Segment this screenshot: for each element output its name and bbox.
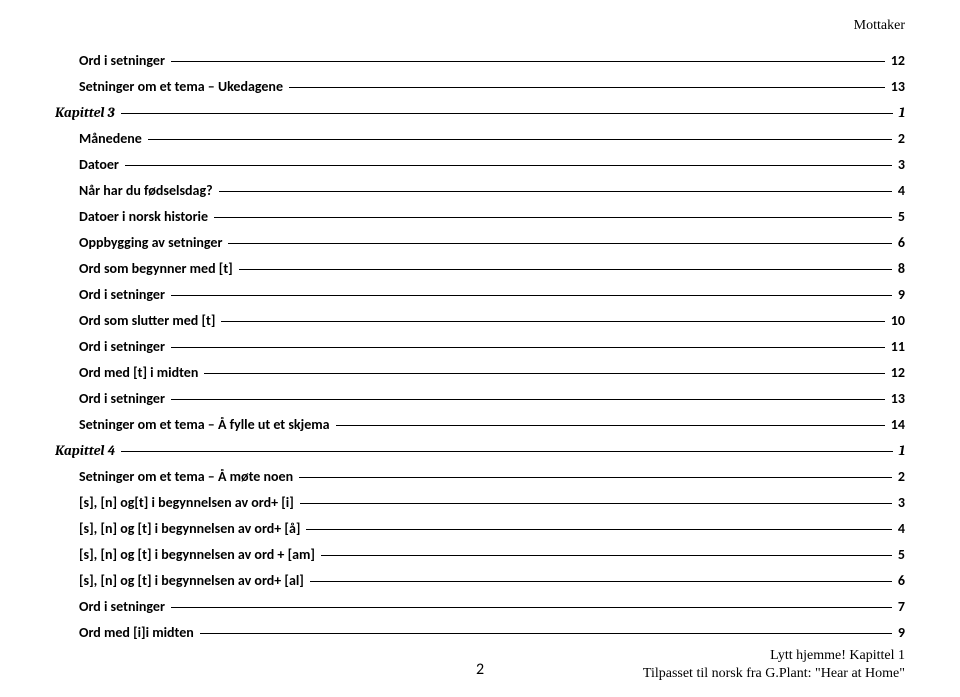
toc-entry: Oppbygging av setninger 6 (79, 234, 905, 251)
toc-entry-label: Ord i setninger (79, 286, 169, 303)
toc-entry: Ord som slutter med [t] 10 (79, 312, 905, 329)
toc-entry: Månedene 2 (79, 130, 905, 147)
toc-entry-label: Ord i setninger (79, 390, 169, 407)
toc-leader-line (300, 503, 892, 504)
toc-entry-label: Ord i setninger (79, 338, 169, 355)
header-recipient: Mottaker (854, 18, 905, 34)
toc-entry: [s], [n] og [t] i begynnelsen av ord+ [a… (79, 572, 905, 589)
toc-entry-page: 9 (894, 286, 905, 303)
toc-leader-line (171, 295, 892, 296)
footer-line-2: Tilpasset til norsk fra G.Plant: "Hear a… (55, 665, 905, 683)
toc-entry-page: 13 (887, 390, 905, 407)
toc-entry: Kapittel 3 1 (55, 104, 905, 121)
toc-entry-label: Ord med [t] i midten (79, 364, 202, 381)
toc-entry-label: [s], [n] og [t] i begynnelsen av ord + [… (79, 546, 319, 563)
toc-entry-page: 2 (894, 130, 905, 147)
toc-entry-page: 8 (894, 260, 905, 277)
toc-leader-line (171, 347, 885, 348)
toc-entry-page: 11 (887, 338, 905, 355)
footer-line-1: Lytt hjemme! Kapittel 1 (55, 647, 905, 665)
toc-leader-line (171, 399, 885, 400)
toc-entry-label: Månedene (79, 130, 146, 147)
toc-leader-line (321, 555, 892, 556)
toc-entry-page: 1 (895, 442, 905, 459)
toc-entry: Når har du fødselsdag? 4 (79, 182, 905, 199)
toc-entry-page: 1 (895, 104, 905, 121)
footer: Lytt hjemme! Kapittel 1 Tilpasset til no… (55, 647, 905, 683)
toc-entry-page: 13 (887, 78, 905, 95)
toc-entry: Kapittel 4 1 (55, 442, 905, 459)
toc-leader-line (289, 87, 885, 88)
toc-entry-label: Ord i setninger (79, 598, 169, 615)
toc-entry: Datoer i norsk historie 5 (79, 208, 905, 225)
toc-entry: Ord som begynner med [t] 8 (79, 260, 905, 277)
toc-entry-label: [s], [n] og [t] i begynnelsen av ord+ [å… (79, 520, 304, 537)
toc-entry: Setninger om et tema – Ukedagene 13 (79, 78, 905, 95)
toc-leader-line (125, 165, 892, 166)
toc-entry-label: Ord med [i]i midten (79, 624, 198, 641)
toc-leader-line (221, 321, 884, 322)
toc-leader-line (239, 269, 892, 270)
toc-leader-line (228, 243, 891, 244)
toc-entry-label: [s], [n] og[t] i begynnelsen av ord+ [i] (79, 494, 298, 511)
toc-leader-line (310, 581, 892, 582)
toc-entry: [s], [n] og[t] i begynnelsen av ord+ [i]… (79, 494, 905, 511)
toc-entry: Setninger om et tema – Å fylle ut et skj… (79, 416, 905, 433)
toc-entry-label: Setninger om et tema – Å møte noen (79, 468, 297, 485)
toc-leader-line (171, 607, 892, 608)
toc-leader-line (121, 113, 893, 114)
toc-entry-label: Datoer i norsk historie (79, 208, 212, 225)
toc-leader-line (336, 425, 885, 426)
toc-entry: Ord med [t] i midten 12 (79, 364, 905, 381)
toc-entry-page: 5 (894, 546, 905, 563)
toc-entry-label: Ord som begynner med [t] (79, 260, 237, 277)
toc-entry-label: Oppbygging av setninger (79, 234, 226, 251)
toc-entry: Datoer 3 (79, 156, 905, 173)
toc-leader-line (219, 191, 892, 192)
toc-entry-label: Når har du fødselsdag? (79, 182, 217, 199)
toc-entry-page: 3 (894, 156, 905, 173)
toc-entry-page: 6 (894, 572, 905, 589)
table-of-contents: Ord i setninger12Setninger om et tema – … (55, 52, 905, 641)
toc-entry-label: Kapittel 3 (55, 104, 119, 121)
toc-entry: Ord i setninger 9 (79, 286, 905, 303)
toc-leader-line (214, 217, 892, 218)
toc-entry-page: 6 (894, 234, 905, 251)
toc-entry-label: Kapittel 4 (55, 442, 119, 459)
toc-entry: Ord i setninger 13 (79, 390, 905, 407)
toc-entry: Ord i setninger 12 (79, 52, 905, 69)
toc-entry-page: 2 (894, 468, 905, 485)
toc-entry-label: Setninger om et tema – Ukedagene (79, 78, 287, 95)
toc-leader-line (299, 477, 892, 478)
toc-entry-label: Setninger om et tema – Å fylle ut et skj… (79, 416, 334, 433)
toc-entry-page: 4 (894, 182, 905, 199)
toc-leader-line (204, 373, 884, 374)
toc-entry-page: 7 (894, 598, 905, 615)
toc-entry: Ord i setninger 11 (79, 338, 905, 355)
toc-leader-line (121, 451, 892, 452)
toc-leader-line (148, 139, 892, 140)
footer-right-block: Lytt hjemme! Kapittel 1 Tilpasset til no… (55, 647, 905, 683)
toc-entry-page: 14 (887, 416, 905, 433)
toc-entry-label: [s], [n] og [t] i begynnelsen av ord+ [a… (79, 572, 308, 589)
toc-entry-page: 12 (887, 52, 905, 69)
toc-entry-label: Datoer (79, 156, 123, 173)
toc-leader-line (200, 633, 892, 634)
toc-entry-page: 10 (887, 312, 905, 329)
toc-entry-label: Ord som slutter med [t] (79, 312, 219, 329)
toc-entry-label: Ord i setninger (79, 52, 169, 69)
toc-entry-page: 5 (894, 208, 905, 225)
toc-entry: Ord med [i]i midten 9 (79, 624, 905, 641)
toc-entry-page: 4 (894, 520, 905, 537)
toc-entry: [s], [n] og [t] i begynnelsen av ord + [… (79, 546, 905, 563)
toc-entry: Setninger om et tema – Å møte noen 2 (79, 468, 905, 485)
toc-entry: Ord i setninger 7 (79, 598, 905, 615)
toc-entry-page: 12 (887, 364, 905, 381)
toc-entry-page: 3 (894, 494, 905, 511)
toc-entry-page: 9 (894, 624, 905, 641)
toc-leader-line (306, 529, 891, 530)
toc-entry: [s], [n] og [t] i begynnelsen av ord+ [å… (79, 520, 905, 537)
toc-leader-line (171, 61, 885, 62)
